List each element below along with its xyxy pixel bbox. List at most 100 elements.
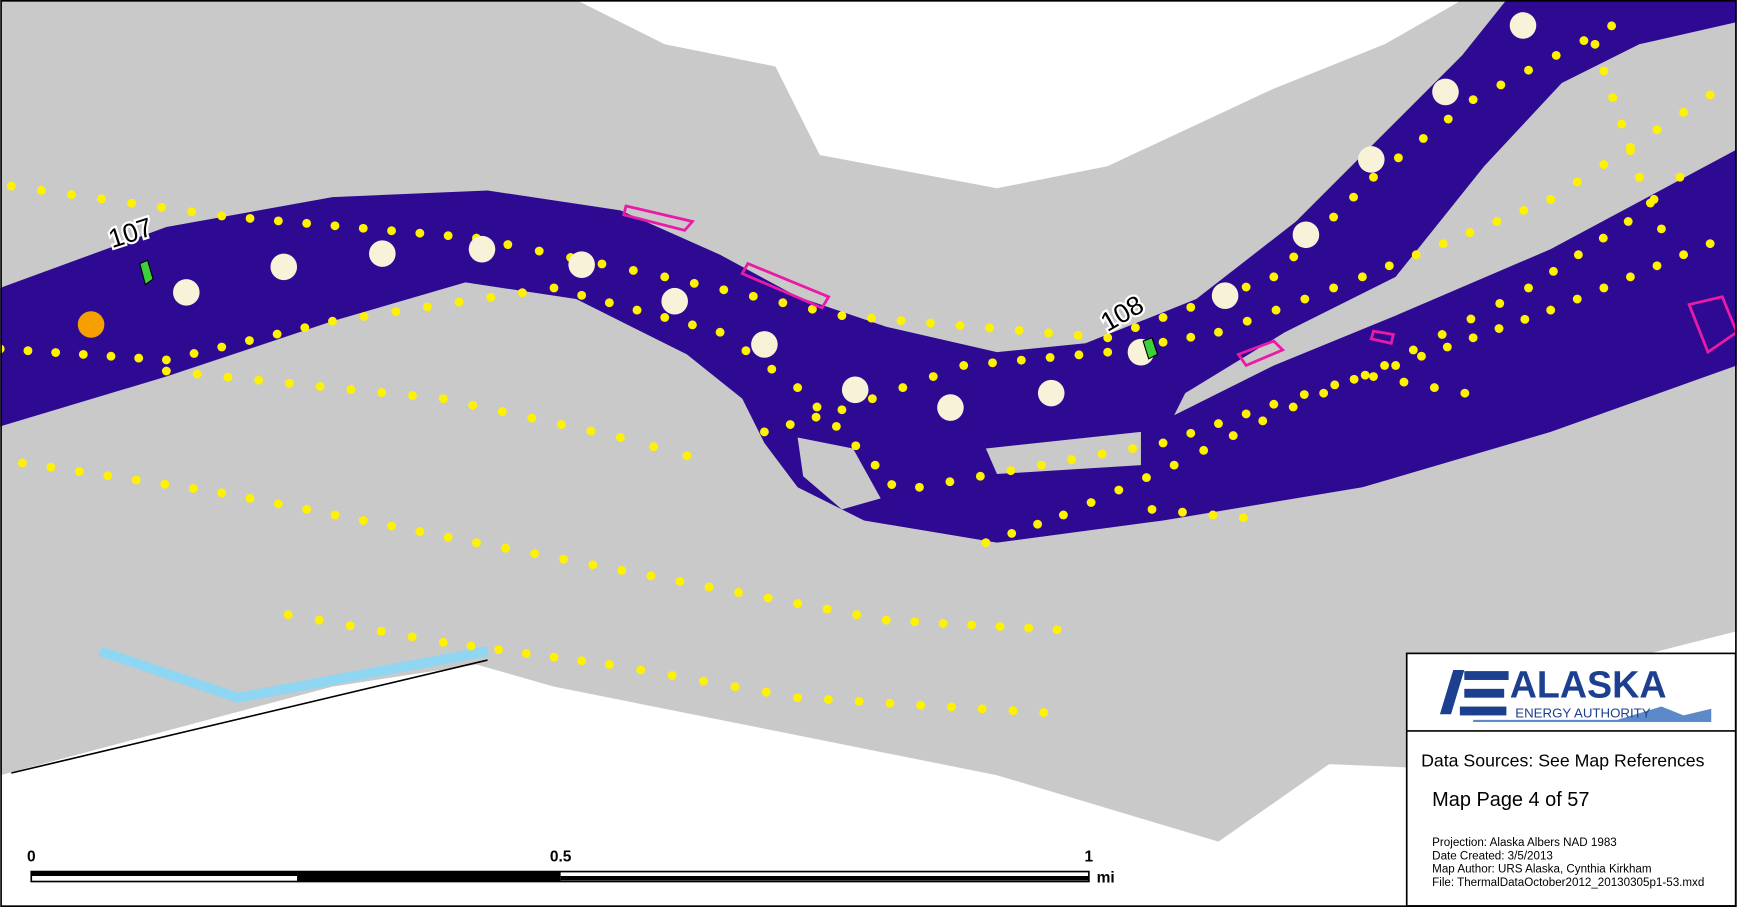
survey-point — [46, 462, 56, 472]
island — [797, 437, 881, 510]
survey-point — [870, 460, 880, 470]
survey-point — [556, 420, 566, 429]
survey-point — [1675, 172, 1685, 182]
survey-point — [36, 185, 46, 195]
survey-point — [1349, 192, 1358, 202]
survey-point — [1657, 224, 1666, 234]
channel — [98, 646, 489, 703]
survey-point — [549, 283, 559, 293]
survey-point — [881, 615, 891, 625]
survey-point — [559, 554, 569, 564]
survey-point — [1411, 250, 1421, 260]
survey-point — [6, 181, 16, 191]
survey-point — [1417, 351, 1426, 361]
survey-point — [1178, 507, 1187, 517]
survey-point — [1158, 313, 1168, 322]
survey-point — [74, 467, 84, 476]
survey-point — [1074, 350, 1084, 360]
survey-point — [1241, 282, 1251, 292]
survey-point — [682, 451, 692, 461]
survey-point — [1058, 510, 1068, 520]
survey-point — [1238, 513, 1248, 523]
survey-point — [719, 285, 729, 295]
survey-point — [330, 510, 340, 520]
survey-point — [793, 599, 803, 608]
survey-point — [407, 632, 417, 642]
survey-point — [408, 391, 417, 401]
survey-point — [1652, 125, 1662, 135]
survey-point — [1349, 374, 1359, 384]
survey-point — [438, 394, 448, 404]
scale-label: 0.5 — [550, 849, 572, 866]
survey-point — [632, 305, 642, 315]
survey-point — [947, 702, 956, 712]
survey-point — [852, 610, 862, 620]
survey-point — [314, 615, 324, 625]
survey-point — [422, 302, 432, 312]
survey-point — [811, 412, 821, 422]
survey-point — [454, 297, 464, 307]
survey-point — [807, 304, 817, 314]
survey-point — [391, 307, 401, 317]
survey-point — [472, 538, 481, 548]
survey-point — [67, 190, 76, 200]
survey-point — [660, 272, 670, 282]
survey-point — [1024, 623, 1034, 633]
survey-point — [1052, 625, 1062, 635]
survey-point — [1299, 390, 1309, 399]
survey-point — [1549, 266, 1558, 276]
survey-point — [822, 604, 832, 614]
survey-point — [1008, 706, 1018, 716]
survey-point — [1186, 428, 1196, 438]
page-number: Map Page 4 of 57 — [1432, 789, 1589, 811]
scale-label: 1 — [1085, 849, 1094, 866]
survey-point — [704, 582, 714, 592]
survey-point — [887, 480, 897, 489]
survey-point — [377, 388, 387, 397]
survey-point — [915, 482, 924, 492]
survey-point — [1158, 337, 1168, 347]
survey-point — [959, 361, 969, 370]
survey-point — [188, 484, 198, 493]
survey-point — [1044, 328, 1054, 338]
survey-point — [793, 383, 803, 393]
river-mile-marker — [139, 259, 154, 286]
survey-point — [945, 477, 955, 487]
survey-point — [854, 696, 864, 706]
survey-point — [955, 321, 965, 330]
survey-point — [636, 665, 646, 675]
logo-name: ALASKA — [1510, 664, 1667, 706]
survey-point — [217, 342, 227, 352]
survey-point — [245, 493, 255, 503]
survey-point — [1369, 372, 1378, 381]
survey-point — [831, 421, 841, 431]
survey-point — [486, 292, 496, 302]
survey-point — [1623, 217, 1633, 226]
survey-point — [157, 202, 167, 212]
survey-point — [1241, 409, 1251, 419]
survey-point — [1242, 316, 1252, 326]
survey-point — [1573, 250, 1583, 260]
survey-point — [1437, 330, 1447, 339]
metadata: Date Created: 3/5/2013 — [1432, 849, 1553, 862]
survey-point — [851, 441, 861, 451]
survey-point — [812, 402, 822, 412]
survey-point — [689, 278, 699, 288]
survey-point — [1103, 333, 1113, 343]
survey-point — [1269, 399, 1279, 409]
survey-point — [867, 313, 876, 323]
survey-point — [660, 313, 670, 322]
survey-point — [415, 527, 425, 537]
survey-point — [161, 366, 171, 376]
survey-point — [103, 471, 113, 481]
survey-point — [1380, 361, 1390, 370]
thermal-site-warm — [77, 311, 105, 338]
survey-point — [1097, 449, 1107, 459]
survey-point — [616, 433, 625, 442]
survey-point — [1519, 205, 1529, 215]
survey-point — [97, 194, 106, 204]
survey-point — [577, 290, 587, 300]
survey-point — [1546, 194, 1556, 204]
survey-point — [1679, 250, 1689, 260]
